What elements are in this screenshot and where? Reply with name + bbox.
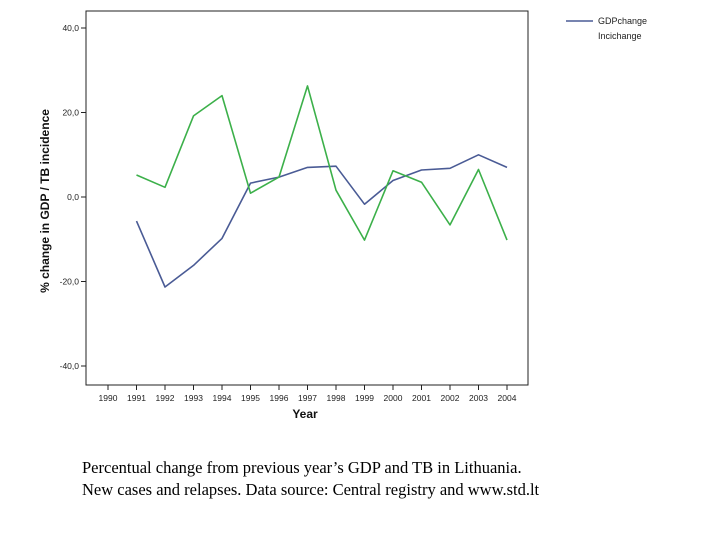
x-tick-label: 2000 — [384, 393, 403, 403]
legend-label-inci: Incichange — [598, 31, 642, 41]
caption-line-2: New cases and relapses. Data source: Cen… — [82, 480, 540, 499]
x-tick-label: 2001 — [412, 393, 431, 403]
x-tick-label: 2003 — [469, 393, 488, 403]
x-tick-label: 1999 — [355, 393, 374, 403]
y-axis-label: % change in GDP / TB incidence — [38, 109, 52, 293]
legend-label-gdp: GDPchange — [598, 16, 647, 26]
y-tick-label: 0,0 — [67, 192, 79, 202]
line-chart: 40,020,00,0-20,0-40,0 1990 1991 1992 1993 19… — [38, 10, 647, 421]
x-tick-label: 1997 — [298, 393, 317, 403]
series-group — [135, 85, 508, 288]
y-tick-label: 20,0 — [62, 108, 79, 118]
x-axis: 1990 1991 1992 1993 1994 1995 1996 1997 1998 1999… — [99, 385, 517, 403]
y-axis: 40,0 20,0 0,0 -20,0 -40,0 — [60, 23, 86, 371]
series-line-inci — [136, 85, 508, 241]
plot-area — [85, 10, 529, 386]
x-tick-label: 1990 — [99, 393, 118, 403]
x-tick-label: 1991 — [127, 393, 146, 403]
x-tick-label: 1992 — [156, 393, 175, 403]
series-line-gdp — [135, 154, 508, 288]
x-tick-label: 1996 — [270, 393, 289, 403]
x-tick-label: 1995 — [241, 393, 260, 403]
legend: GDPchange Incichange — [566, 16, 647, 41]
y-tick-label: -40,0 — [60, 361, 80, 371]
x-tick-label: 1994 — [213, 393, 232, 403]
y-tick-label: 40,0 — [62, 23, 79, 33]
x-tick-label: 1993 — [184, 393, 203, 403]
figure-caption: Percentual change from previous year’s G… — [82, 457, 702, 501]
caption-line-1: Percentual change from previous year’s G… — [82, 458, 522, 477]
x-tick-label: 2004 — [498, 393, 517, 403]
x-axis-label: Year — [292, 407, 318, 421]
x-tick-label: 2002 — [441, 393, 460, 403]
y-tick-label: -20,0 — [60, 277, 80, 287]
x-tick-label: 1998 — [327, 393, 346, 403]
